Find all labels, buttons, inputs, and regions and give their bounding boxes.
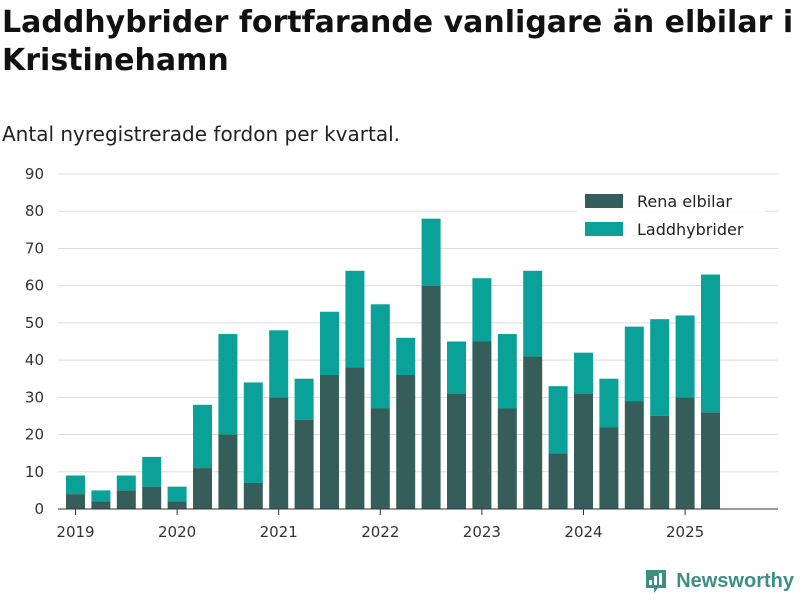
newsworthy-logo-icon	[646, 570, 667, 593]
brand-name: Newsworthy	[676, 569, 794, 592]
bar-rena-elbilar	[574, 393, 593, 509]
bar-rena-elbilar	[650, 415, 670, 509]
bar-laddhybrider	[497, 334, 517, 409]
y-tick-label: 60	[25, 277, 44, 295]
x-tick-label: 2021	[260, 523, 298, 541]
x-tick-label: 2019	[56, 523, 94, 541]
bar-rena-elbilar	[675, 397, 695, 509]
bar-rena-elbilar	[142, 486, 162, 509]
bar-rena-elbilar	[370, 408, 390, 509]
legend-swatch	[585, 222, 623, 236]
chart-subtitle: Antal nyregistrerade fordon per kvartal.	[2, 122, 401, 146]
bar-rena-elbilar	[624, 401, 644, 509]
bar-laddhybrider	[624, 326, 644, 402]
bar-rena-elbilar	[269, 397, 289, 509]
bar-laddhybrider	[472, 278, 492, 342]
bar-rena-elbilar	[294, 419, 314, 509]
bar-rena-elbilar	[599, 427, 619, 509]
bar-rena-elbilar	[548, 453, 568, 509]
bar-laddhybrider	[650, 319, 670, 416]
bar-laddhybrider	[370, 304, 390, 409]
bar-laddhybrider	[320, 311, 339, 375]
bar-laddhybrider	[523, 270, 543, 357]
bar-laddhybrider	[167, 486, 187, 502]
x-tick-label: 2020	[158, 523, 196, 541]
bar-rena-elbilar	[218, 434, 238, 509]
legend-swatch	[585, 194, 623, 208]
legend: Rena elbilar Laddhybrider	[577, 185, 765, 245]
x-axis: 2019 2020 2021 2022 2023 2024 2025	[56, 508, 778, 541]
y-tick-label: 20	[25, 426, 44, 444]
bar-rena-elbilar	[523, 356, 543, 509]
bar-laddhybrider	[294, 378, 314, 420]
chart-title: Laddhybrider fortfarande vanligare än el…	[2, 5, 794, 78]
bar-rena-elbilar	[116, 490, 136, 509]
brand-logo: Newsworthy	[644, 568, 794, 594]
bar-laddhybrider	[574, 352, 593, 394]
bar-rena-elbilar	[320, 375, 339, 509]
x-tick-label: 2025	[666, 523, 704, 541]
bar-rena-elbilar	[345, 367, 365, 509]
bar-laddhybrider	[243, 382, 263, 483]
bar-rena-elbilar	[701, 412, 720, 509]
bar-rena-elbilar	[91, 501, 111, 509]
bar-rena-elbilar	[497, 408, 517, 509]
legend-label: Rena elbilar	[637, 192, 732, 211]
bar-laddhybrider	[396, 337, 416, 375]
legend-label: Laddhybrider	[637, 220, 744, 239]
bar-rena-elbilar	[193, 468, 212, 509]
y-tick-label: 30	[25, 388, 44, 406]
bar-laddhybrider	[599, 378, 619, 428]
bar-laddhybrider	[421, 218, 441, 286]
bar-rena-elbilar	[66, 494, 85, 509]
y-tick-label: 10	[25, 463, 44, 481]
bar-laddhybrider	[116, 475, 136, 491]
bar-laddhybrider	[345, 270, 365, 368]
bar-laddhybrider	[548, 386, 568, 454]
y-tick-label: 0	[34, 500, 44, 518]
x-tick-label: 2022	[361, 523, 399, 541]
bar-laddhybrider	[269, 330, 289, 398]
bar-laddhybrider	[193, 404, 212, 469]
y-axis-ticks: 0 10 20 30 40 50 60 70 80 90	[25, 165, 44, 518]
y-tick-label: 50	[25, 314, 44, 332]
bar-laddhybrider	[675, 315, 695, 398]
y-tick-label: 70	[25, 239, 44, 257]
bar-laddhybrider	[66, 475, 85, 495]
bar-rena-elbilar	[447, 393, 466, 509]
bar-rena-elbilar	[396, 375, 416, 509]
bar-laddhybrider	[447, 341, 466, 394]
bars	[66, 218, 720, 509]
x-tick-label: 2024	[564, 523, 602, 541]
y-tick-label: 80	[25, 202, 44, 220]
bar-rena-elbilar	[167, 501, 187, 509]
bar-rena-elbilar	[472, 341, 492, 509]
x-tick-label: 2023	[463, 523, 501, 541]
bar-laddhybrider	[91, 490, 111, 502]
bar-laddhybrider	[701, 274, 720, 413]
bar-rena-elbilar	[421, 285, 441, 509]
bar-laddhybrider	[142, 456, 162, 487]
bar-rena-elbilar	[243, 482, 263, 509]
y-tick-label: 40	[25, 351, 44, 369]
bar-laddhybrider	[218, 334, 238, 435]
y-tick-label: 90	[25, 165, 44, 183]
